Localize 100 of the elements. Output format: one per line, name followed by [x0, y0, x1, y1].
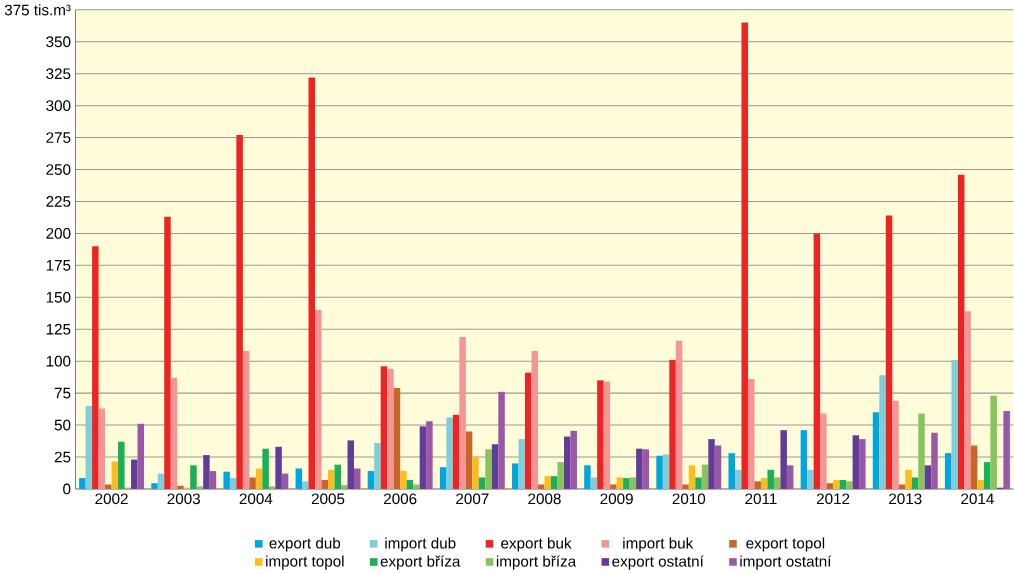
- bar: [367, 471, 375, 490]
- bar: [780, 430, 787, 490]
- x-tick-label: 2009: [600, 493, 633, 505]
- bar: [334, 464, 342, 490]
- bar: [610, 484, 617, 490]
- y-tick-label: 50: [54, 419, 71, 431]
- legend-label: export bříza: [380, 555, 461, 570]
- y-tick-label: 300: [46, 100, 71, 112]
- bar: [813, 233, 821, 490]
- x-tick-label: 2005: [311, 493, 345, 505]
- x-tick-label: 2008: [528, 493, 561, 505]
- bar: [393, 388, 401, 490]
- bar: [964, 311, 971, 490]
- bar: [773, 477, 781, 490]
- legend-label: import ostatní: [740, 555, 832, 570]
- bar: [354, 468, 361, 490]
- bar: [151, 483, 158, 490]
- bar: [879, 375, 886, 490]
- bar: [268, 486, 276, 490]
- bar: [419, 426, 427, 490]
- x-tick-label: 2011: [745, 493, 777, 505]
- bar: [918, 413, 925, 490]
- bar: [905, 470, 912, 490]
- bar: [898, 484, 906, 490]
- bar: [105, 484, 112, 490]
- bar: [275, 447, 282, 490]
- bar: [223, 471, 230, 490]
- bar: [164, 217, 171, 490]
- legend-label: export topol: [746, 537, 825, 552]
- bar: [472, 457, 479, 490]
- bar: [859, 439, 866, 490]
- y-tick-label: 0: [63, 483, 71, 495]
- bar: [131, 459, 138, 490]
- bar: [380, 366, 388, 490]
- legend-label: export buk: [501, 537, 572, 552]
- x-tick-label: 2003: [167, 493, 200, 505]
- bar: [833, 480, 840, 490]
- bar: [701, 464, 709, 490]
- bar: [970, 445, 978, 490]
- bar: [911, 477, 919, 490]
- bar: [387, 369, 394, 490]
- bar: [872, 412, 880, 490]
- bar: [951, 360, 958, 490]
- bar: [229, 478, 237, 490]
- bar: [977, 480, 984, 490]
- bar: [85, 406, 93, 490]
- bar: [452, 415, 460, 490]
- legend-label: import buk: [623, 537, 694, 552]
- y-tick-label: 225: [46, 196, 71, 208]
- bar: [623, 478, 630, 490]
- bar: [446, 417, 453, 490]
- bar: [944, 453, 952, 490]
- bar: [236, 135, 243, 490]
- bar: [767, 470, 774, 490]
- bar: [203, 455, 210, 490]
- bar: [885, 215, 893, 490]
- bar: [957, 174, 965, 490]
- bar: [538, 484, 545, 490]
- bar: [544, 476, 551, 490]
- bar: [734, 470, 742, 490]
- bar: [1003, 411, 1010, 490]
- bar: [413, 484, 420, 490]
- bar: [242, 351, 250, 490]
- bar: [636, 448, 643, 490]
- bar: [262, 448, 269, 490]
- bar: [852, 435, 860, 490]
- bar: [616, 477, 624, 490]
- bar: [498, 392, 505, 490]
- y-tick-label: 350: [46, 36, 71, 48]
- bar: [688, 465, 696, 490]
- bar: [209, 471, 217, 490]
- bar: [190, 465, 197, 490]
- bar: [846, 481, 853, 490]
- bar: [485, 449, 492, 490]
- bar: [406, 480, 414, 490]
- x-tick-label: 2007: [456, 493, 489, 505]
- x-tick-label: 2002: [95, 493, 128, 505]
- bar: [255, 468, 263, 490]
- bar: [728, 453, 735, 490]
- bar: [478, 477, 486, 490]
- bar: [79, 478, 86, 490]
- bar: [570, 431, 577, 490]
- bar: [656, 455, 663, 490]
- bar: [682, 484, 689, 490]
- bar: [321, 480, 329, 490]
- bar: [550, 476, 558, 490]
- y-tick-label: 375 tis.m³: [4, 4, 71, 16]
- bar: [597, 380, 604, 490]
- bar: [603, 381, 611, 490]
- bar: [820, 413, 827, 490]
- bar: [512, 463, 519, 490]
- bar: [281, 473, 289, 490]
- bar: [584, 465, 591, 490]
- bar: [714, 445, 722, 490]
- bar: [786, 465, 794, 490]
- legend-label: import dub: [385, 537, 456, 552]
- bar: [157, 473, 165, 490]
- bar: [741, 22, 748, 490]
- bar: [170, 378, 178, 490]
- bar: [839, 480, 847, 490]
